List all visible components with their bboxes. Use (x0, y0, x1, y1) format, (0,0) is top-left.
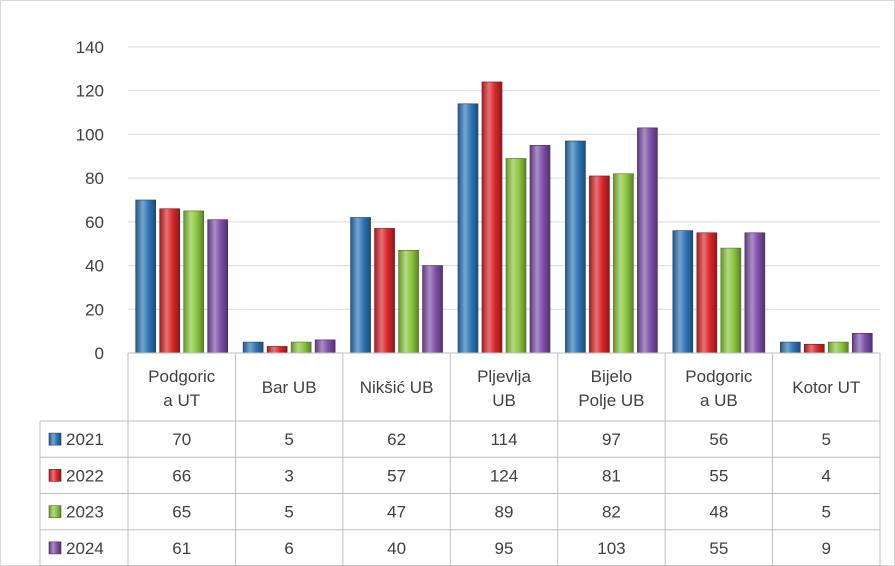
bar-2022-nik-i-ub (374, 228, 395, 354)
data-label-2023-bar-ub: 5 (284, 503, 293, 522)
data-label-2021-podgoric-a-ut: 70 (172, 430, 191, 449)
category-label-bijelo-polje-ub: Bijelo (591, 367, 633, 386)
data-label-2022-pljevlja-ub: 124 (490, 466, 518, 485)
category-label-podgoric-a-ut: a UT (163, 391, 200, 410)
bar-2023-podgoric-a-ut (183, 210, 205, 354)
data-label-2021-nik-i-ub: 62 (387, 430, 406, 449)
legend-label-2024: 2024 (66, 539, 104, 558)
bar-2023-kotor-ut (827, 341, 849, 354)
bar-2024-bijelo-polje-ub (637, 127, 658, 354)
y-tick-label-0: 0 (95, 344, 104, 363)
bar-2023-pljevlja-ub (505, 158, 527, 354)
data-label-2024-bijelo-polje-ub: 103 (597, 539, 625, 558)
bars (135, 81, 873, 354)
bar-2024-nik-i-ub (422, 265, 443, 354)
data-label-2022-bijelo-polje-ub: 81 (602, 466, 621, 485)
data-label-2021-kotor-ut: 5 (822, 430, 831, 449)
category-label-podgoric-a-ub: Podgoric (685, 367, 753, 386)
category-label-nik-i-ub: Nikšić UB (360, 378, 434, 397)
data-label-2024-podgoric-a-ut: 61 (172, 539, 191, 558)
bar-2021-kotor-ut (779, 341, 801, 354)
data-label-2022-bar-ub: 3 (284, 466, 293, 485)
bar-2024-kotor-ut (851, 333, 873, 354)
data-label-2024-nik-i-ub: 40 (387, 539, 406, 558)
category-label-bijelo-polje-ub: Polje UB (578, 391, 644, 410)
bar-2021-pljevlja-ub (457, 103, 479, 354)
category-label-podgoric-a-ub: a UB (700, 391, 738, 410)
data-label-2022-podgoric-a-ut: 66 (172, 466, 191, 485)
y-tick-label-40: 40 (85, 257, 104, 276)
data-label-2023-nik-i-ub: 47 (387, 503, 406, 522)
legend-key-2024 (48, 541, 62, 555)
data-label-2023-podgoric-a-ut: 65 (172, 503, 191, 522)
legend-key-2021 (48, 432, 62, 446)
y-tick-label-20: 20 (85, 300, 104, 319)
data-table: Podgoric a UT Bar UB Nikšić UB Pljevlja UB Bij… (39, 352, 881, 566)
bar-2022-kotor-ut (803, 343, 825, 354)
data-label-2022-nik-i-ub: 57 (387, 466, 406, 485)
category-label-bar-ub: Bar UB (262, 378, 317, 397)
bar-2021-bar-ub (242, 341, 264, 354)
category-label-kotor-ut: Kotor UT (792, 378, 860, 397)
legend-label-2023: 2023 (66, 503, 104, 522)
data-label-2021-bijelo-polje-ub: 97 (602, 430, 621, 449)
data-label-2023-kotor-ut: 5 (822, 503, 831, 522)
bar-2022-pljevlja-ub (481, 81, 503, 354)
data-label-2023-pljevlja-ub: 89 (495, 503, 514, 522)
data-label-2024-kotor-ut: 9 (822, 539, 831, 558)
legend-key-2022 (48, 469, 62, 482)
bar-2023-nik-i-ub (398, 249, 419, 354)
bar-2024-podgoric-a-ut (207, 219, 229, 354)
data-label-2021-bar-ub: 5 (284, 430, 293, 449)
data-label-2022-kotor-ut: 4 (822, 466, 831, 485)
bar-2022-podgoric-a-ut (159, 208, 181, 354)
bar-2024-podgoric-a-ub (744, 232, 766, 354)
data-label-2022-podgoric-a-ub: 55 (709, 466, 728, 485)
bar-2021-podgoric-a-ub (672, 230, 694, 354)
data-label-2024-bar-ub: 6 (284, 539, 293, 558)
category-label-pljevlja-ub: Pljevlja (477, 367, 531, 386)
data-label-2023-bijelo-polje-ub: 82 (602, 503, 621, 522)
y-tick-label-60: 60 (85, 213, 104, 232)
bar-2022-bar-ub (266, 346, 288, 354)
y-tick-label-100: 100 (76, 125, 104, 144)
data-label-2021-podgoric-a-ub: 56 (709, 430, 728, 449)
legend-label-2022: 2022 (66, 466, 104, 485)
data-label-2021-pljevlja-ub: 114 (490, 430, 517, 449)
bar-2023-bar-ub (290, 341, 312, 354)
bar-2024-bar-ub (314, 339, 336, 354)
data-label-2023-podgoric-a-ub: 48 (709, 503, 728, 522)
category-label-pljevlja-ub: UB (492, 391, 516, 410)
category-label-podgoric-a-ut: Podgoric (148, 367, 216, 386)
bar-2022-podgoric-a-ub (696, 232, 718, 354)
bar-2021-podgoric-a-ut (135, 199, 157, 354)
legend-key-2023 (48, 505, 62, 518)
y-axis: 0 20 40 60 80 100 120 140 (76, 38, 104, 363)
bar-2021-nik-i-ub (350, 217, 371, 354)
bar-2022-bijelo-polje-ub (589, 175, 610, 354)
data-label-2024-podgoric-a-ub: 55 (709, 539, 728, 558)
y-tick-label-120: 120 (76, 82, 104, 101)
legend-label-2021: 2021 (66, 430, 104, 449)
data-label-2024-pljevlja-ub: 95 (495, 539, 514, 558)
y-tick-label-80: 80 (85, 169, 104, 188)
bar-2023-podgoric-a-ub (720, 247, 742, 354)
bar-2023-bijelo-polje-ub (613, 173, 634, 354)
y-tick-label-140: 140 (76, 38, 104, 57)
bar-2021-bijelo-polje-ub (565, 140, 586, 354)
bar-2024-pljevlja-ub (529, 145, 551, 354)
